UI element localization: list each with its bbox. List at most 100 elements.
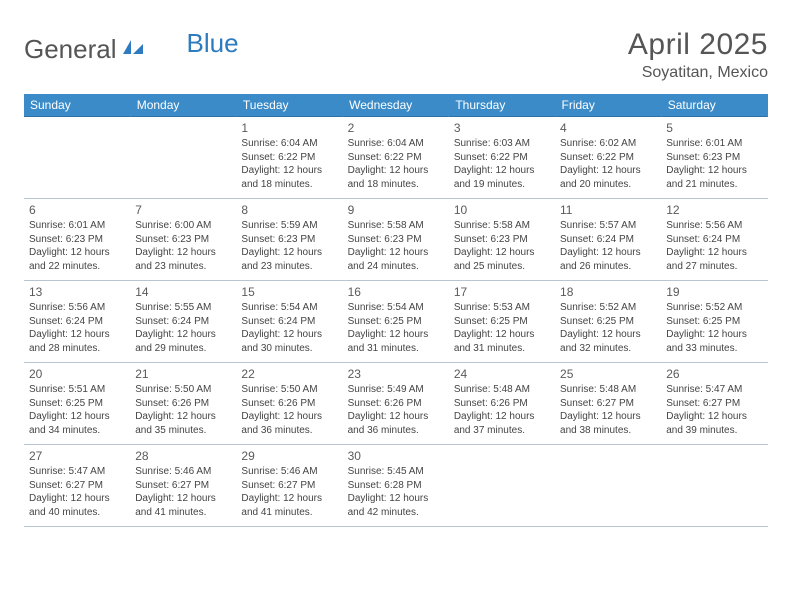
sunrise-line: Sunrise: 6:00 AM (135, 219, 231, 233)
calendar-day-cell: 3Sunrise: 6:03 AMSunset: 6:22 PMDaylight… (449, 117, 555, 199)
sunset-line: Sunset: 6:24 PM (29, 315, 125, 329)
sunset-line: Sunset: 6:27 PM (560, 397, 656, 411)
day-number: 2 (348, 120, 444, 136)
sunset-line: Sunset: 6:22 PM (241, 151, 337, 165)
day-number: 1 (241, 120, 337, 136)
sunrise-line: Sunrise: 6:04 AM (241, 137, 337, 151)
sunrise-line: Sunrise: 5:53 AM (454, 301, 550, 315)
sunrise-line: Sunrise: 5:56 AM (29, 301, 125, 315)
day-number: 3 (454, 120, 550, 136)
calendar-week-row: 6Sunrise: 6:01 AMSunset: 6:23 PMDaylight… (24, 199, 768, 281)
brand-part-2: Blue (187, 28, 239, 59)
daylight-line: Daylight: 12 hours and 34 minutes. (29, 410, 125, 437)
sunrise-line: Sunrise: 5:46 AM (135, 465, 231, 479)
sunset-line: Sunset: 6:23 PM (348, 233, 444, 247)
calendar-day-cell: 7Sunrise: 6:00 AMSunset: 6:23 PMDaylight… (130, 199, 236, 281)
sunrise-line: Sunrise: 6:01 AM (666, 137, 762, 151)
day-header: Monday (130, 94, 236, 117)
calendar-day-cell: 20Sunrise: 5:51 AMSunset: 6:25 PMDayligh… (24, 363, 130, 445)
calendar-day-cell (130, 117, 236, 199)
calendar-day-cell: 9Sunrise: 5:58 AMSunset: 6:23 PMDaylight… (343, 199, 449, 281)
daylight-line: Daylight: 12 hours and 28 minutes. (29, 328, 125, 355)
daylight-line: Daylight: 12 hours and 19 minutes. (454, 164, 550, 191)
sunset-line: Sunset: 6:25 PM (348, 315, 444, 329)
calendar-day-cell: 27Sunrise: 5:47 AMSunset: 6:27 PMDayligh… (24, 445, 130, 527)
sunrise-line: Sunrise: 5:46 AM (241, 465, 337, 479)
calendar-day-cell: 1Sunrise: 6:04 AMSunset: 6:22 PMDaylight… (236, 117, 342, 199)
sunrise-line: Sunrise: 5:59 AM (241, 219, 337, 233)
day-number: 25 (560, 366, 656, 382)
calendar-table: SundayMondayTuesdayWednesdayThursdayFrid… (24, 94, 768, 527)
sunrise-line: Sunrise: 5:50 AM (241, 383, 337, 397)
daylight-line: Daylight: 12 hours and 42 minutes. (348, 492, 444, 519)
sunset-line: Sunset: 6:27 PM (241, 479, 337, 493)
sunrise-line: Sunrise: 5:45 AM (348, 465, 444, 479)
calendar-day-cell: 11Sunrise: 5:57 AMSunset: 6:24 PMDayligh… (555, 199, 661, 281)
brand-sail-icon (121, 34, 145, 65)
sunrise-line: Sunrise: 5:54 AM (241, 301, 337, 315)
sunset-line: Sunset: 6:23 PM (454, 233, 550, 247)
daylight-line: Daylight: 12 hours and 36 minutes. (348, 410, 444, 437)
daylight-line: Daylight: 12 hours and 41 minutes. (135, 492, 231, 519)
calendar-day-cell: 10Sunrise: 5:58 AMSunset: 6:23 PMDayligh… (449, 199, 555, 281)
sunset-line: Sunset: 6:27 PM (29, 479, 125, 493)
sunset-line: Sunset: 6:28 PM (348, 479, 444, 493)
calendar-day-cell (555, 445, 661, 527)
calendar-day-cell: 8Sunrise: 5:59 AMSunset: 6:23 PMDaylight… (236, 199, 342, 281)
daylight-line: Daylight: 12 hours and 31 minutes. (348, 328, 444, 355)
daylight-line: Daylight: 12 hours and 23 minutes. (135, 246, 231, 273)
day-number: 9 (348, 202, 444, 218)
sunset-line: Sunset: 6:23 PM (135, 233, 231, 247)
day-number: 20 (29, 366, 125, 382)
calendar-day-cell: 15Sunrise: 5:54 AMSunset: 6:24 PMDayligh… (236, 281, 342, 363)
day-number: 6 (29, 202, 125, 218)
day-number: 15 (241, 284, 337, 300)
calendar-day-cell: 13Sunrise: 5:56 AMSunset: 6:24 PMDayligh… (24, 281, 130, 363)
calendar-day-cell: 6Sunrise: 6:01 AMSunset: 6:23 PMDaylight… (24, 199, 130, 281)
daylight-line: Daylight: 12 hours and 18 minutes. (241, 164, 337, 191)
day-number: 27 (29, 448, 125, 464)
calendar-day-cell: 4Sunrise: 6:02 AMSunset: 6:22 PMDaylight… (555, 117, 661, 199)
location-label: Soyatitan, Mexico (628, 64, 768, 82)
sunset-line: Sunset: 6:22 PM (560, 151, 656, 165)
calendar-day-cell: 12Sunrise: 5:56 AMSunset: 6:24 PMDayligh… (661, 199, 767, 281)
sunset-line: Sunset: 6:23 PM (666, 151, 762, 165)
day-number: 30 (348, 448, 444, 464)
daylight-line: Daylight: 12 hours and 39 minutes. (666, 410, 762, 437)
sunrise-line: Sunrise: 5:55 AM (135, 301, 231, 315)
sunrise-line: Sunrise: 6:01 AM (29, 219, 125, 233)
day-number: 12 (666, 202, 762, 218)
calendar-week-row: 13Sunrise: 5:56 AMSunset: 6:24 PMDayligh… (24, 281, 768, 363)
sunrise-line: Sunrise: 5:58 AM (348, 219, 444, 233)
day-number: 7 (135, 202, 231, 218)
daylight-line: Daylight: 12 hours and 31 minutes. (454, 328, 550, 355)
sunset-line: Sunset: 6:25 PM (29, 397, 125, 411)
day-number: 21 (135, 366, 231, 382)
day-number: 24 (454, 366, 550, 382)
daylight-line: Daylight: 12 hours and 33 minutes. (666, 328, 762, 355)
sunset-line: Sunset: 6:24 PM (666, 233, 762, 247)
calendar-day-cell: 19Sunrise: 5:52 AMSunset: 6:25 PMDayligh… (661, 281, 767, 363)
brand-part-1: General (24, 34, 117, 65)
day-header-row: SundayMondayTuesdayWednesdayThursdayFrid… (24, 94, 768, 117)
sunrise-line: Sunrise: 5:47 AM (666, 383, 762, 397)
daylight-line: Daylight: 12 hours and 23 minutes. (241, 246, 337, 273)
brand-logo: General Blue (24, 28, 239, 65)
calendar-day-cell (24, 117, 130, 199)
calendar-day-cell: 24Sunrise: 5:48 AMSunset: 6:26 PMDayligh… (449, 363, 555, 445)
daylight-line: Daylight: 12 hours and 26 minutes. (560, 246, 656, 273)
sunrise-line: Sunrise: 5:48 AM (454, 383, 550, 397)
calendar-day-cell: 2Sunrise: 6:04 AMSunset: 6:22 PMDaylight… (343, 117, 449, 199)
sunset-line: Sunset: 6:24 PM (560, 233, 656, 247)
calendar-week-row: 20Sunrise: 5:51 AMSunset: 6:25 PMDayligh… (24, 363, 768, 445)
sunrise-line: Sunrise: 6:02 AM (560, 137, 656, 151)
day-header: Thursday (449, 94, 555, 117)
daylight-line: Daylight: 12 hours and 32 minutes. (560, 328, 656, 355)
day-number: 4 (560, 120, 656, 136)
sunset-line: Sunset: 6:26 PM (135, 397, 231, 411)
daylight-line: Daylight: 12 hours and 18 minutes. (348, 164, 444, 191)
sunrise-line: Sunrise: 5:58 AM (454, 219, 550, 233)
sunset-line: Sunset: 6:25 PM (454, 315, 550, 329)
calendar-day-cell: 17Sunrise: 5:53 AMSunset: 6:25 PMDayligh… (449, 281, 555, 363)
calendar-day-cell: 5Sunrise: 6:01 AMSunset: 6:23 PMDaylight… (661, 117, 767, 199)
